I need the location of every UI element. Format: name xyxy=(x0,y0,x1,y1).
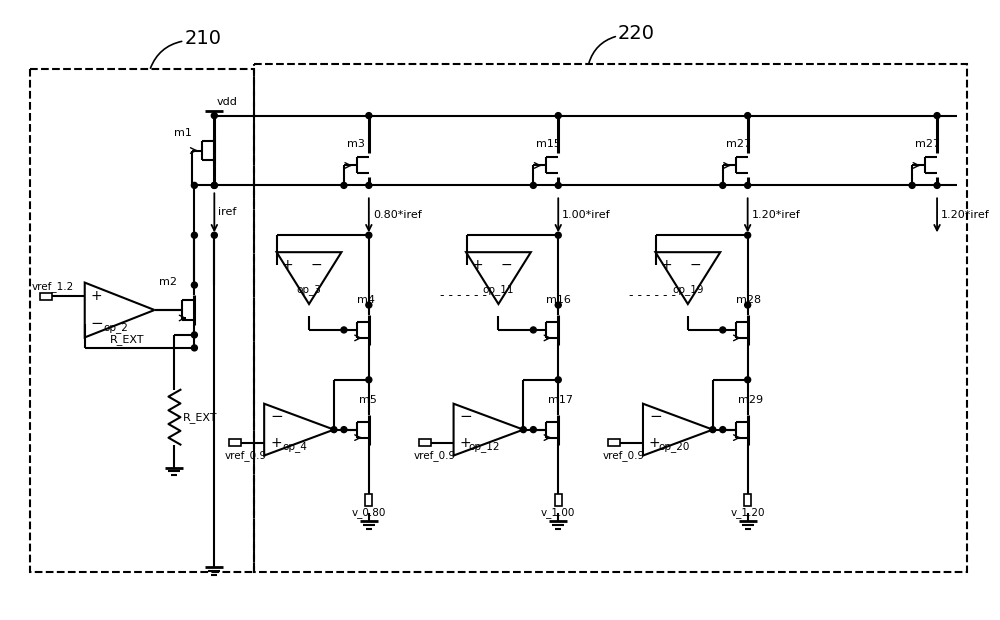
Bar xyxy=(555,494,562,507)
Text: op_4: op_4 xyxy=(283,441,308,452)
Text: m27: m27 xyxy=(915,138,940,149)
Text: +: + xyxy=(91,290,102,303)
Text: 1.20*iref: 1.20*iref xyxy=(752,210,800,220)
Text: m29: m29 xyxy=(738,395,763,405)
Bar xyxy=(419,439,431,446)
Text: m4: m4 xyxy=(357,295,375,305)
Circle shape xyxy=(191,345,197,351)
Circle shape xyxy=(555,182,561,188)
Circle shape xyxy=(530,427,536,433)
Text: −: − xyxy=(500,258,512,272)
Circle shape xyxy=(745,113,751,118)
Text: vref_1.2: vref_1.2 xyxy=(32,281,74,291)
Text: v_0.80: v_0.80 xyxy=(352,507,386,518)
Circle shape xyxy=(745,182,751,188)
Text: −: − xyxy=(690,258,701,272)
Circle shape xyxy=(555,232,561,238)
Text: op_2: op_2 xyxy=(103,322,128,333)
Circle shape xyxy=(720,327,726,333)
Circle shape xyxy=(745,377,751,383)
Text: R_EXT: R_EXT xyxy=(182,412,217,423)
Circle shape xyxy=(341,327,347,333)
Bar xyxy=(608,439,620,446)
Text: +: + xyxy=(460,436,471,449)
Circle shape xyxy=(331,427,337,433)
Text: 1.20*iref: 1.20*iref xyxy=(941,210,990,220)
Circle shape xyxy=(555,377,561,383)
Circle shape xyxy=(909,182,915,188)
Text: op_20: op_20 xyxy=(658,441,690,452)
Circle shape xyxy=(191,332,197,338)
Circle shape xyxy=(720,427,726,433)
Text: 1.00*iref: 1.00*iref xyxy=(562,210,611,220)
Circle shape xyxy=(555,302,561,308)
Text: m16: m16 xyxy=(546,295,571,305)
Text: −: − xyxy=(649,409,662,424)
Text: 220: 220 xyxy=(618,24,655,43)
Circle shape xyxy=(341,427,347,433)
Text: op_3: op_3 xyxy=(297,283,321,294)
Circle shape xyxy=(555,113,561,118)
Text: vdd: vdd xyxy=(216,97,237,107)
Text: m27: m27 xyxy=(726,138,751,149)
Text: −: − xyxy=(270,409,283,424)
Text: op_12: op_12 xyxy=(469,441,500,452)
Bar xyxy=(229,439,241,446)
Text: op_19: op_19 xyxy=(672,283,704,294)
Text: iref: iref xyxy=(218,207,237,217)
Circle shape xyxy=(710,427,716,433)
Circle shape xyxy=(934,113,940,118)
Text: +: + xyxy=(282,258,293,272)
Text: vref_0.9: vref_0.9 xyxy=(224,450,266,461)
Circle shape xyxy=(530,327,536,333)
Text: +: + xyxy=(471,258,483,272)
Circle shape xyxy=(211,113,217,118)
Circle shape xyxy=(520,427,526,433)
Text: 210: 210 xyxy=(184,29,221,48)
Text: +: + xyxy=(270,436,282,449)
Circle shape xyxy=(191,182,197,188)
Text: v_1.20: v_1.20 xyxy=(730,507,765,518)
Circle shape xyxy=(745,302,751,308)
Circle shape xyxy=(341,182,347,188)
Circle shape xyxy=(211,232,217,238)
Circle shape xyxy=(366,302,372,308)
Text: - - - - - -: - - - - - - xyxy=(440,288,487,301)
Circle shape xyxy=(366,232,372,238)
Text: +: + xyxy=(649,436,661,449)
Text: +: + xyxy=(660,258,672,272)
Text: op_11: op_11 xyxy=(483,283,514,294)
Circle shape xyxy=(366,182,372,188)
Text: m2: m2 xyxy=(159,277,177,287)
Bar xyxy=(744,494,751,507)
Circle shape xyxy=(366,377,372,383)
Circle shape xyxy=(211,182,217,188)
Circle shape xyxy=(720,182,726,188)
Text: m15: m15 xyxy=(536,138,561,149)
Text: vref_0.9: vref_0.9 xyxy=(414,450,456,461)
Text: v_1.00: v_1.00 xyxy=(541,507,575,518)
Circle shape xyxy=(191,282,197,288)
Text: m17: m17 xyxy=(548,395,573,405)
Text: m3: m3 xyxy=(347,138,365,149)
Text: m5: m5 xyxy=(359,395,377,405)
Circle shape xyxy=(934,182,940,188)
Text: −: − xyxy=(311,258,323,272)
Text: vref_0.9: vref_0.9 xyxy=(603,450,645,461)
Text: m28: m28 xyxy=(736,295,761,305)
Circle shape xyxy=(211,182,217,188)
Circle shape xyxy=(530,182,536,188)
Text: −: − xyxy=(91,316,103,331)
Text: - - - - - -: - - - - - - xyxy=(629,288,676,301)
Bar xyxy=(40,293,52,299)
Circle shape xyxy=(745,232,751,238)
Circle shape xyxy=(191,232,197,238)
Bar xyxy=(365,494,372,507)
Circle shape xyxy=(366,113,372,118)
Text: m1: m1 xyxy=(174,128,192,138)
Text: −: − xyxy=(460,409,472,424)
Text: R_EXT: R_EXT xyxy=(110,334,144,345)
Text: 0.80*iref: 0.80*iref xyxy=(373,210,422,220)
